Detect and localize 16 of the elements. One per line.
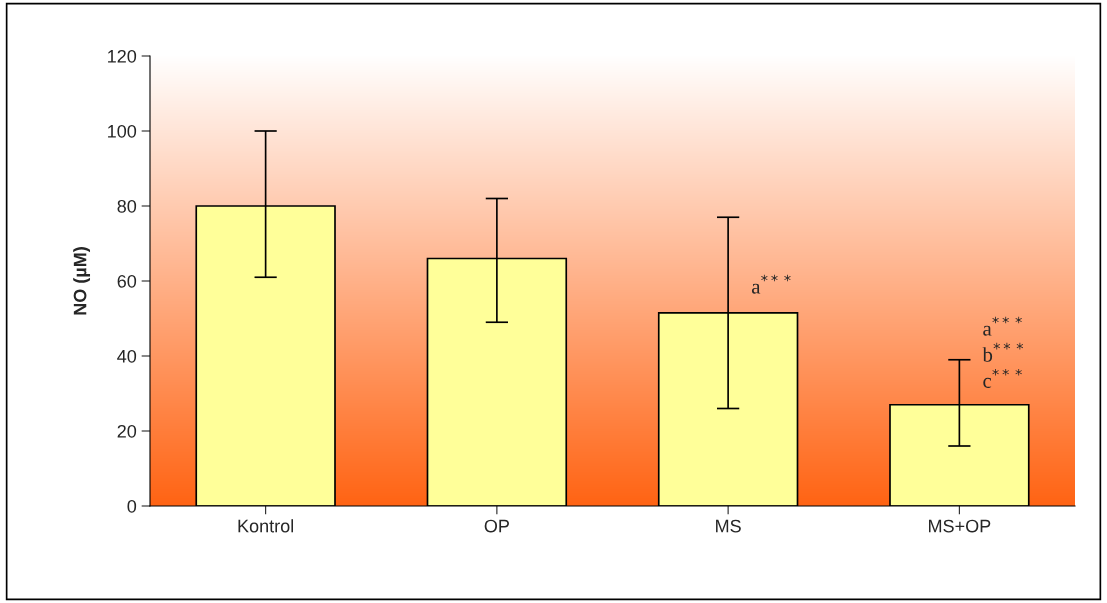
- y-tick-label: 80: [117, 199, 137, 213]
- y-tick-label: 20: [117, 424, 137, 438]
- annotation: c$^{***}$: [983, 368, 1022, 388]
- y-tick-label: 40: [117, 349, 137, 363]
- x-tick-label: OP: [484, 519, 509, 533]
- annotation: a$^{***}$: [751, 274, 791, 294]
- x-tick-label: MS+OP: [929, 519, 991, 533]
- y-tick-label: 100: [108, 124, 137, 138]
- y-tick-label: 0: [127, 499, 137, 513]
- y-tick-label: 60: [117, 274, 137, 288]
- y-axis-title: NO (µM): [73, 247, 91, 315]
- x-tick-label: MS: [716, 519, 741, 533]
- y-tick-label: 120: [108, 49, 137, 63]
- annotation: a$^{***}$: [983, 316, 1022, 336]
- annotation: b$^{***}$: [982, 342, 1024, 362]
- x-tick-label: Kontrol: [238, 519, 294, 533]
